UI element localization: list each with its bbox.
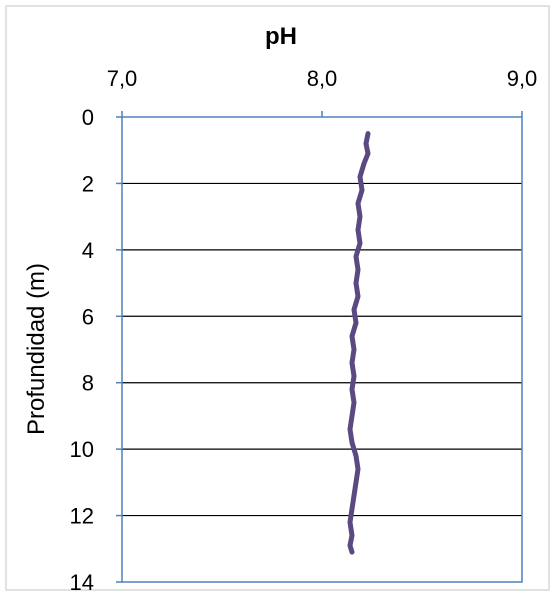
y-tick-label: 8 — [82, 371, 94, 396]
data-point — [357, 241, 363, 246]
data-point — [355, 267, 361, 272]
data-point — [349, 440, 355, 445]
data-point — [347, 520, 353, 525]
data-point — [365, 151, 371, 156]
data-point — [347, 427, 353, 432]
y-tick-label: 10 — [70, 437, 94, 462]
chart-title: pH — [265, 23, 297, 50]
data-point — [365, 131, 371, 136]
data-point — [361, 161, 367, 166]
data-point — [353, 453, 359, 458]
y-tick-label: 4 — [82, 238, 94, 263]
data-point — [349, 334, 355, 339]
data-point — [355, 227, 361, 233]
data-point — [353, 320, 359, 326]
data-point — [353, 280, 359, 286]
x-tick-label: 7,0 — [107, 66, 138, 91]
data-point — [351, 347, 357, 352]
data-point — [349, 506, 355, 512]
y-tick-label: 12 — [70, 504, 94, 529]
data-point — [355, 294, 361, 299]
y-tick-label: 6 — [82, 304, 94, 329]
data-point — [349, 533, 355, 538]
data-point — [353, 480, 359, 485]
x-tick-label: 8,0 — [307, 66, 338, 91]
data-point — [357, 214, 363, 219]
data-point — [349, 413, 355, 419]
x-tick-label: 9,0 — [507, 66, 538, 91]
data-point — [357, 174, 363, 179]
data-point — [349, 387, 355, 392]
data-point — [353, 254, 359, 259]
data-point — [351, 493, 357, 498]
data-point — [355, 201, 361, 206]
data-point — [355, 466, 361, 472]
data-point — [349, 360, 355, 365]
data-point — [347, 543, 353, 548]
data-point — [351, 373, 357, 379]
series-line-ph — [347, 131, 371, 555]
plot-area-border — [121, 116, 523, 583]
y-tick-label: 0 — [82, 105, 94, 130]
y-tick-label: 2 — [82, 171, 94, 196]
data-point — [359, 187, 365, 193]
data-point — [349, 549, 355, 555]
y-tick-label: 14 — [70, 570, 94, 595]
data-point — [351, 400, 357, 405]
data-point — [351, 307, 357, 312]
y-axis-label: Profundidad (m) — [23, 263, 50, 435]
chart-border — [5, 5, 550, 591]
data-point — [363, 141, 369, 146]
